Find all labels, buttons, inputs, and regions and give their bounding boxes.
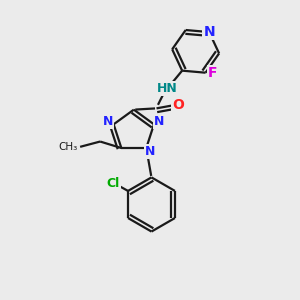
- Text: F: F: [208, 66, 218, 80]
- Text: O: O: [172, 98, 184, 112]
- Text: N: N: [154, 116, 164, 128]
- Text: CH₃: CH₃: [58, 142, 78, 152]
- Text: Cl: Cl: [107, 177, 120, 190]
- Text: N: N: [203, 25, 215, 39]
- Text: N: N: [145, 145, 155, 158]
- Text: N: N: [103, 116, 113, 128]
- Text: HN: HN: [156, 82, 177, 95]
